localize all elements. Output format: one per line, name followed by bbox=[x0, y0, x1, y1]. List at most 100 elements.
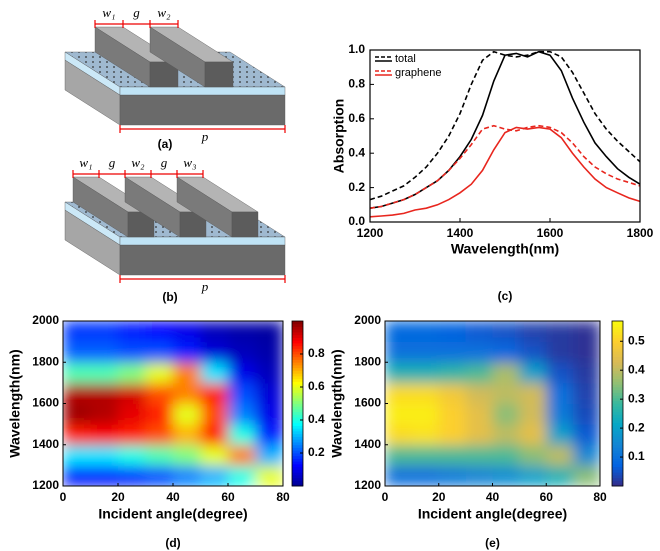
heatmap-cell bbox=[492, 382, 520, 404]
x-tick-label: 60 bbox=[221, 490, 235, 504]
colorbar-step bbox=[292, 343, 303, 347]
colorbar-step bbox=[292, 381, 303, 385]
colorbar-step bbox=[292, 348, 303, 352]
heatmap-cell bbox=[519, 382, 547, 404]
heatmap-cell bbox=[492, 362, 520, 384]
heatmap-cell bbox=[385, 382, 413, 404]
plot-frame bbox=[369, 49, 641, 223]
colorbar-tick-label: 0.3 bbox=[628, 391, 645, 405]
dimension-label: g bbox=[161, 155, 168, 170]
colorbar-step bbox=[292, 414, 303, 418]
heatmap-cell bbox=[173, 341, 201, 363]
heatmap-cell bbox=[118, 444, 146, 466]
colorbar-tick-label: 0.4 bbox=[628, 362, 645, 376]
heatmap-cell bbox=[573, 341, 600, 363]
heatmap-cell bbox=[173, 465, 201, 486]
heatmap-cell bbox=[255, 362, 283, 384]
colorbar-step bbox=[612, 340, 623, 344]
heatmap-cell bbox=[385, 424, 413, 446]
heatmap-cell bbox=[519, 321, 547, 343]
heatmap-cell bbox=[118, 321, 146, 343]
colorbar-step bbox=[612, 414, 623, 418]
heatmap-cell bbox=[546, 444, 574, 466]
colorbar-step bbox=[612, 354, 623, 358]
heatmap-cell bbox=[118, 362, 146, 384]
heatmap-cell bbox=[465, 444, 493, 466]
y-axis-title: Wavelength(nm) bbox=[7, 349, 23, 457]
colorbar-step bbox=[292, 477, 303, 481]
heatmap-cell bbox=[145, 341, 174, 363]
colorbar-step bbox=[612, 469, 623, 473]
colorbar-step bbox=[612, 359, 623, 363]
heatmap-cell bbox=[228, 362, 256, 384]
heatmap-cell bbox=[411, 403, 440, 425]
heatmap-cell bbox=[90, 444, 119, 466]
heatmap-cell bbox=[411, 465, 440, 486]
heatmap-cell bbox=[63, 362, 91, 384]
colorbar-step bbox=[612, 356, 623, 360]
heatmap-cell bbox=[519, 444, 547, 466]
y-tick-label: 1200 bbox=[32, 478, 59, 492]
dimension-label: w₂ bbox=[157, 5, 171, 20]
heatmap-cell bbox=[411, 382, 440, 404]
colorbar-step bbox=[612, 466, 623, 470]
heatmap-cell bbox=[63, 444, 91, 466]
heatmap-cell bbox=[118, 465, 146, 486]
colorbar-step bbox=[292, 356, 303, 360]
x-tick-label: 1400 bbox=[447, 226, 474, 240]
colorbar-step bbox=[292, 329, 303, 333]
heatmap-cell bbox=[255, 382, 283, 404]
heatmap-cell bbox=[255, 341, 283, 363]
heatmap-cell bbox=[145, 403, 174, 425]
dimension-label: w₁ bbox=[102, 5, 115, 20]
heatmap-cell bbox=[63, 403, 91, 425]
colorbar-step bbox=[612, 447, 623, 451]
colorbar-step bbox=[292, 376, 303, 380]
x-tick-label: 1800 bbox=[627, 226, 654, 240]
x-axis-title: Incident angle(degree) bbox=[98, 506, 247, 522]
colorbar-step bbox=[612, 472, 623, 476]
colorbar-step bbox=[612, 442, 623, 446]
colorbar-step bbox=[292, 389, 303, 393]
colorbar-step bbox=[612, 395, 623, 399]
colorbar-step bbox=[292, 442, 303, 446]
heatmap-cell bbox=[465, 321, 493, 343]
front-face bbox=[119, 236, 286, 246]
colorbar-frame bbox=[291, 320, 304, 487]
colorbar-step bbox=[292, 354, 303, 358]
colorbar-step bbox=[292, 365, 303, 369]
colorbar-step bbox=[292, 420, 303, 424]
colorbar-step bbox=[612, 321, 623, 325]
colorbar-step bbox=[612, 400, 623, 404]
heatmap-cell bbox=[385, 321, 413, 343]
heatmap-cell bbox=[90, 382, 119, 404]
x-tick-label: 40 bbox=[486, 490, 500, 504]
heatmap-cell bbox=[438, 362, 467, 384]
heatmap-cell bbox=[228, 321, 256, 343]
colorbar-step bbox=[612, 411, 623, 415]
heatmap-cell bbox=[90, 403, 119, 425]
colorbar-step bbox=[292, 433, 303, 437]
colorbar-step bbox=[292, 436, 303, 440]
y-axis-title: Wavelength(nm) bbox=[329, 349, 345, 457]
colorbar-step bbox=[612, 477, 623, 481]
heatmap-cell bbox=[90, 465, 119, 486]
heatmap-cell bbox=[573, 465, 600, 486]
heatmap-cell bbox=[573, 444, 600, 466]
colorbar-step bbox=[292, 483, 303, 487]
colorbar-tick-label: 0.4 bbox=[308, 412, 325, 426]
colorbar-step bbox=[292, 359, 303, 363]
x-tick-label: 80 bbox=[276, 490, 290, 504]
heatmap-cell bbox=[573, 321, 600, 343]
colorbar-step bbox=[612, 337, 623, 341]
colorbar-step bbox=[292, 345, 303, 349]
colorbar-step bbox=[612, 480, 623, 484]
heatmap-cell bbox=[411, 321, 440, 343]
heatmap-cell bbox=[145, 465, 174, 486]
heatmap-cell bbox=[145, 321, 174, 343]
x-tick-label: 1600 bbox=[537, 226, 564, 240]
heatmap-cell bbox=[546, 382, 574, 404]
heatmap-cell bbox=[573, 382, 600, 404]
colorbar-step bbox=[612, 464, 623, 468]
heatmap-cell bbox=[546, 424, 574, 446]
